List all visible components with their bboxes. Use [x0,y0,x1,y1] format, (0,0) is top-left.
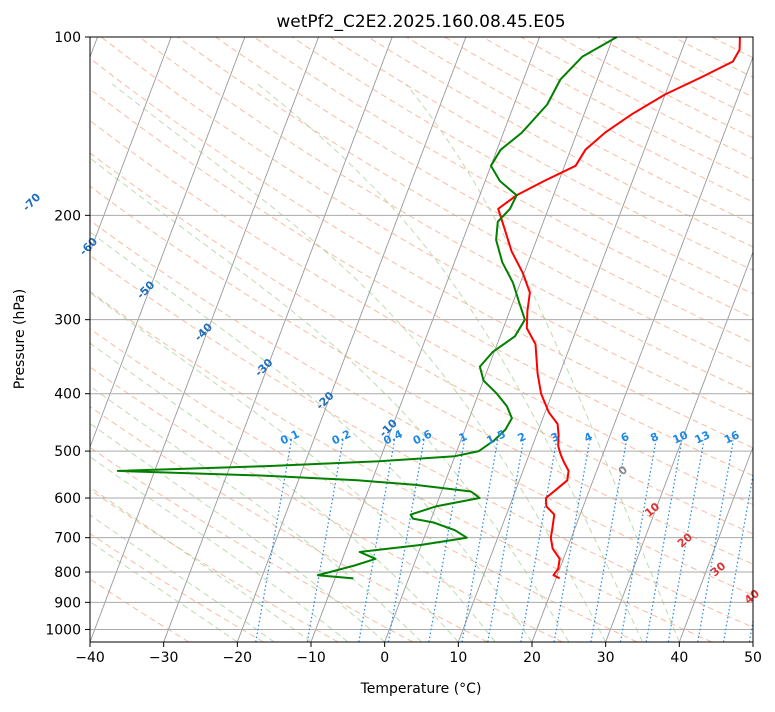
y-tick-label: 700 [54,531,81,547]
y-tick-label: 900 [54,595,81,611]
y-tick-label: 500 [54,444,81,460]
y-tick-label: 1000 [45,622,81,638]
y-axis-label: Pressure (hPa) [12,289,28,389]
y-tick-label: 100 [54,30,81,46]
y-tick-label: 200 [54,208,81,224]
y-tick-label: 300 [54,313,81,329]
x-tick-label: 30 [597,650,615,666]
x-tick-label: 20 [523,650,541,666]
x-tick-label: −30 [149,650,179,666]
x-tick-label: −10 [296,650,326,666]
x-tick-label: 50 [744,650,762,666]
x-axis-label: Temperature (°C) [360,681,482,697]
x-tick-label: 40 [670,650,688,666]
x-tick-label: 0 [380,650,389,666]
chart-title: wetPf2_C2E2.2025.160.08.45.E05 [276,12,565,32]
y-tick-label: 800 [54,565,81,581]
y-tick-label: 600 [54,491,81,507]
x-tick-label: −20 [223,650,253,666]
y-tick-label: 400 [54,387,81,403]
x-tick-label: 10 [449,650,467,666]
x-tick-label: −40 [75,650,105,666]
